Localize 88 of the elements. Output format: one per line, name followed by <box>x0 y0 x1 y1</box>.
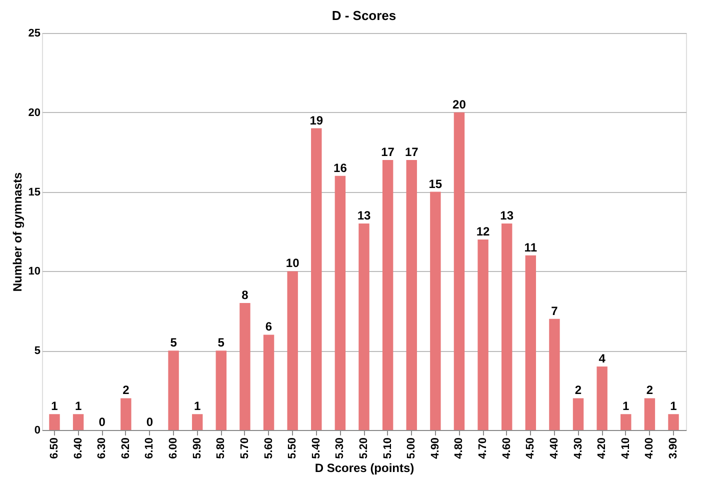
x-tick-label: 4.00 <box>644 438 656 459</box>
bar <box>406 160 417 430</box>
data-label: 0 <box>146 415 154 429</box>
x-tick-label: 5.90 <box>191 438 204 459</box>
x-tick-label: 5.30 <box>334 438 346 459</box>
bar <box>240 302 250 430</box>
bar <box>382 160 394 430</box>
bar <box>216 350 227 430</box>
x-tick-label: 6.00 <box>168 438 180 459</box>
data-label: 1 <box>194 399 201 414</box>
data-label: 2 <box>574 383 582 398</box>
data-label: 15 <box>428 176 442 191</box>
bar <box>549 318 560 430</box>
data-label: 1 <box>51 399 58 414</box>
x-tick-label: 3.90 <box>668 438 680 459</box>
data-label: 1 <box>622 399 630 414</box>
x-tick-label: 6.30 <box>96 438 108 459</box>
y-tick-label: 25 <box>28 28 40 40</box>
x-tick-label: 4.30 <box>572 438 584 459</box>
bar <box>596 366 608 430</box>
chart-title: D - Scores <box>332 8 396 23</box>
y-tick-label: 20 <box>28 106 40 119</box>
bar <box>572 398 584 430</box>
bar <box>644 398 656 430</box>
y-axis-title: Number of gymnasts <box>10 172 24 292</box>
data-label: 12 <box>476 224 490 238</box>
data-label: 8 <box>242 288 249 302</box>
bar <box>168 350 179 430</box>
data-label: 1 <box>670 399 678 414</box>
x-tick-label: 4.90 <box>429 438 442 459</box>
data-label: 7 <box>551 304 558 318</box>
x-tick-label: 5.20 <box>358 438 370 459</box>
y-tick-label: 15 <box>28 186 40 198</box>
y-tick-label: 0 <box>34 424 40 436</box>
x-tick-label: 5.50 <box>286 438 299 459</box>
x-tick-label: 4.50 <box>524 438 537 459</box>
x-tick-label: 4.60 <box>500 438 513 459</box>
data-label: 17 <box>404 145 419 160</box>
x-tick-label: 5.40 <box>310 438 322 459</box>
x-tick-label: 4.80 <box>453 438 466 459</box>
bar <box>287 271 298 430</box>
x-tick-label: 5.00 <box>406 438 418 459</box>
x-axis-title: D Scores (points) <box>314 460 414 475</box>
y-tick-label: 10 <box>28 266 40 278</box>
bar <box>334 176 346 430</box>
x-tick-label: 6.40 <box>72 438 84 459</box>
data-label: 1 <box>74 399 82 414</box>
data-label: 2 <box>646 383 654 398</box>
data-label: 13 <box>500 208 514 223</box>
data-label: 16 <box>334 160 348 175</box>
bar <box>72 414 84 430</box>
data-label: 17 <box>381 145 395 160</box>
bar <box>668 414 679 430</box>
bar <box>454 112 465 430</box>
x-tick-label: 5.10 <box>382 438 394 459</box>
data-label: 2 <box>122 383 130 398</box>
data-label: 6 <box>265 320 272 334</box>
x-tick-label: 6.10 <box>144 438 156 459</box>
data-label: 10 <box>286 256 300 270</box>
bar <box>478 239 488 430</box>
bar <box>358 224 370 430</box>
bar <box>525 255 536 430</box>
bar <box>192 414 203 430</box>
x-tick-label: 5.60 <box>262 438 275 459</box>
data-label: 4 <box>598 351 606 366</box>
x-tick-label: 4.20 <box>596 438 608 459</box>
x-tick-label: 4.10 <box>620 438 632 459</box>
data-label: 0 <box>98 415 106 429</box>
data-label: 5 <box>170 336 178 350</box>
x-tick-label: 6.20 <box>120 438 132 459</box>
x-tick-label: 6.50 <box>48 438 60 459</box>
data-label: 11 <box>524 240 538 254</box>
data-label: 20 <box>452 97 466 112</box>
x-tick-label: 5.70 <box>238 438 251 459</box>
bar <box>263 334 274 430</box>
x-tick-label: 5.80 <box>215 438 228 459</box>
bar <box>430 192 441 430</box>
bar <box>501 224 512 430</box>
y-tick-label: 5 <box>34 345 40 358</box>
bar <box>120 398 132 430</box>
data-label: 13 <box>357 208 371 223</box>
x-tick-label: 4.40 <box>548 438 560 459</box>
data-label: 5 <box>218 336 225 350</box>
data-label: 19 <box>310 113 324 128</box>
bar <box>620 414 632 430</box>
x-tick-label: 4.70 <box>477 438 490 459</box>
bar <box>49 414 60 430</box>
bar <box>311 128 322 430</box>
